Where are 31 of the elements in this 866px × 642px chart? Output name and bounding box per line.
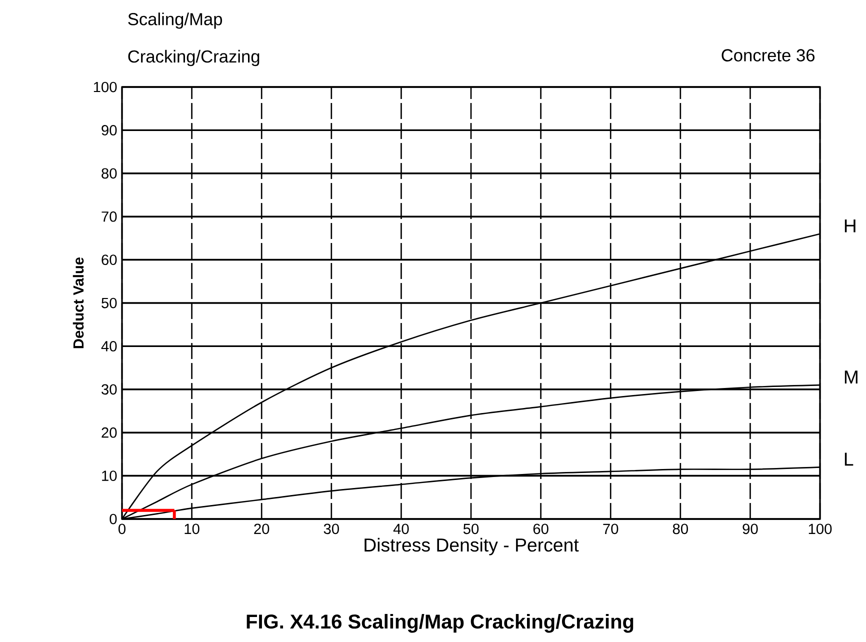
- y-tick-label: 50: [102, 298, 117, 308]
- y-axis-title: Deduct Value: [72, 257, 84, 348]
- x-tick-label: 10: [184, 524, 200, 534]
- x-tick-label: 60: [533, 524, 548, 534]
- series-label: M: [844, 370, 858, 384]
- y-tick-label: 10: [102, 470, 117, 481]
- x-tick-label: 80: [672, 524, 688, 534]
- text: Cracking/Crazing: [128, 50, 260, 66]
- x-tick-label: 20: [254, 524, 270, 534]
- text: Scaling/Map: [128, 12, 222, 29]
- y-tick-label: 90: [102, 125, 117, 136]
- x-axis-title: Distress Density - Percent: [364, 538, 579, 556]
- y-tick-label: 30: [102, 384, 117, 395]
- series-label: H: [844, 219, 856, 232]
- x-tick-label: 0: [118, 524, 126, 534]
- x-tick-label: 50: [463, 524, 479, 534]
- x-tick-label: 30: [324, 524, 339, 534]
- y-tick-label: 80: [102, 168, 117, 179]
- y-tick-label: 40: [101, 341, 117, 352]
- series-label: L: [844, 452, 854, 466]
- y-tick-label: 60: [102, 254, 117, 265]
- text: Concrete 36: [722, 49, 815, 62]
- x-tick-label: 100: [808, 524, 832, 534]
- y-tick-label: 0: [110, 514, 117, 524]
- y-tick-label: 20: [102, 427, 117, 438]
- y-tick-label: 70: [102, 211, 117, 222]
- text: FIG. X4.16 Scaling/Map Cracking/Crazing: [246, 614, 634, 633]
- x-tick-label: 40: [393, 524, 409, 534]
- x-tick-label: 70: [603, 524, 618, 534]
- y-tick-label: 100: [94, 82, 117, 92]
- x-tick-label: 90: [742, 524, 758, 534]
